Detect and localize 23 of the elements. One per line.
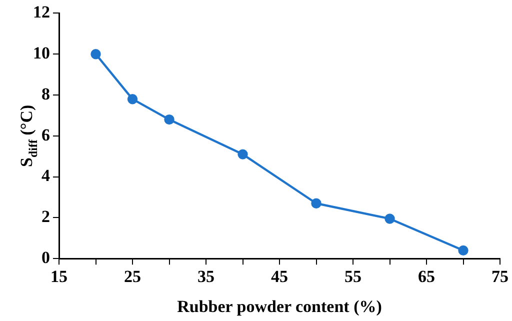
point [90,49,101,60]
y-tick-label: 2 [42,207,50,226]
point [384,214,395,224]
y-tick-label: 4 [42,166,50,186]
x-tick-label: 15 [50,267,68,286]
y-tick-label: 6 [42,125,50,144]
x-tick-label: 55 [344,267,362,286]
x-tick-label: 25 [124,267,141,286]
x-tick-label: 45 [271,267,288,286]
x-tick-label: 65 [418,267,435,286]
y-tick-label: 0 [42,248,50,267]
point [458,245,468,256]
y-tick-label: 8 [42,84,50,104]
x-tick-label: 35 [198,267,214,286]
x-tick-label: 75 [492,267,508,286]
y-axis-title: Sdiff (°C) [17,104,40,167]
x-axis-title: Rubber powder content (%) [177,297,382,316]
point [311,198,322,208]
point [238,149,248,160]
point [127,94,138,104]
y-tick-label: 12 [33,2,50,22]
y-tick-label: 10 [33,43,50,62]
point [164,114,174,125]
